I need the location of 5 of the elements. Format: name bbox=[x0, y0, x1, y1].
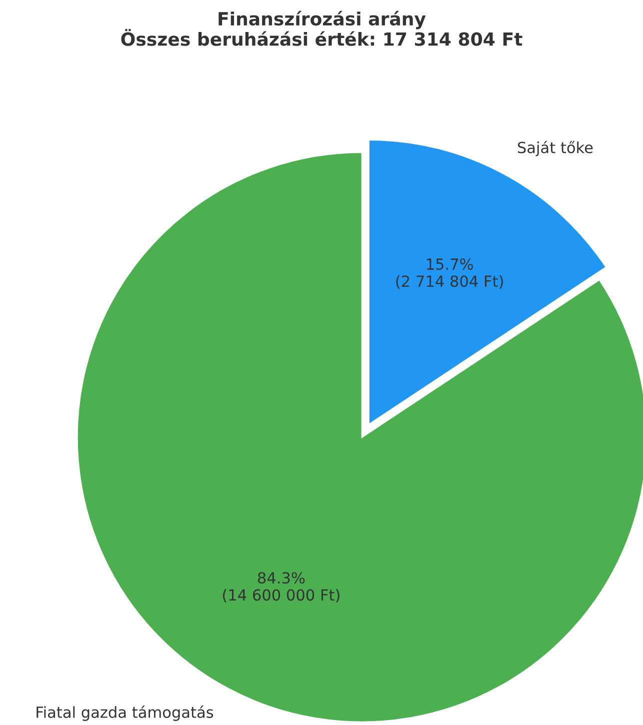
data-label: 84.3% (14 600 000 Ft) bbox=[222, 572, 340, 603]
slice-label: Fiatal gazda támogatás bbox=[36, 706, 214, 721]
slice-label: Saját tőke bbox=[518, 140, 593, 156]
data-label: 15.7% (2 714 804 Ft) bbox=[396, 258, 503, 289]
chart-title: Finanszírozási arány Összes beruházási érték: 17 314 804 Ft bbox=[121, 10, 522, 46]
